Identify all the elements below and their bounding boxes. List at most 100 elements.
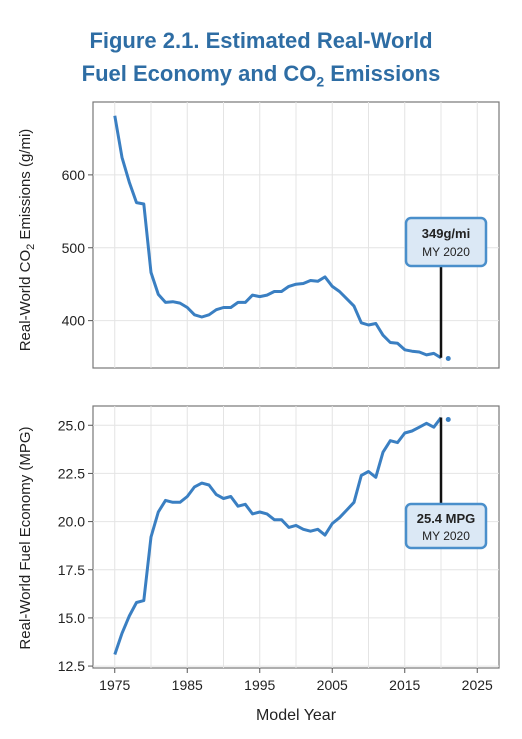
mpg-callout-value: 25.4 MPG: [417, 511, 476, 526]
data-point: [164, 301, 167, 304]
data-point: [113, 114, 116, 117]
y-tick-label: 25.0: [58, 417, 85, 433]
data-point: [208, 483, 211, 486]
data-point: [193, 485, 196, 488]
data-point: [179, 302, 182, 305]
mpg-callout-label: MY 2020: [422, 529, 470, 543]
data-point: [316, 528, 319, 531]
data-point: [200, 315, 203, 318]
data-point: [208, 313, 211, 316]
data-point: [295, 283, 298, 286]
data-point: [411, 430, 414, 433]
data-point: [403, 431, 406, 434]
title-line-2-tail: Emissions: [324, 61, 441, 86]
mpg-series-line: [113, 416, 443, 655]
data-point: [418, 350, 421, 353]
data-point: [237, 301, 240, 304]
data-point: [135, 201, 138, 204]
data-point: [418, 426, 421, 429]
x-tick-label: 1975: [99, 677, 130, 693]
data-point: [229, 306, 232, 309]
data-point: [150, 271, 153, 274]
y-tick-label: 17.5: [58, 562, 85, 578]
y-tick-label: 600: [62, 167, 86, 183]
data-point: [251, 512, 254, 515]
data-point: [425, 353, 428, 356]
data-point: [215, 493, 218, 496]
x-axis-label: Model Year: [256, 707, 337, 724]
data-point: [403, 348, 406, 351]
co2-callout: 349g/mi MY 2020: [404, 216, 488, 268]
data-point: [186, 495, 189, 498]
data-point: [280, 290, 283, 293]
data-point: [345, 509, 348, 512]
mpg-preliminary-point: [445, 416, 451, 422]
data-point: [135, 601, 138, 604]
data-point: [353, 305, 356, 308]
data-point: [258, 295, 261, 298]
y-tick-label: 500: [62, 240, 86, 256]
data-point: [360, 321, 363, 324]
data-point: [389, 439, 392, 442]
data-point: [396, 441, 399, 444]
data-point: [121, 156, 124, 159]
co2-y-axis-label: Real-World CO2 Emissions (g/mi): [17, 129, 37, 352]
co2-preliminary-point: [445, 356, 451, 362]
data-point: [142, 203, 145, 206]
data-point: [258, 510, 261, 513]
data-point: [142, 599, 145, 602]
y-tick-label: 22.5: [58, 465, 85, 481]
data-point: [222, 306, 225, 309]
data-point: [157, 510, 160, 513]
mpg-x-ticks: 1975 1985 1995 2005 2015 2025: [99, 668, 493, 693]
data-point: [374, 476, 377, 479]
data-point: [251, 294, 254, 297]
figure-title: Figure 2.1. Estimated Real-World Fuel Ec…: [0, 24, 522, 98]
data-point: [367, 324, 370, 327]
data-point: [382, 334, 385, 337]
data-point: [316, 280, 319, 283]
data-point: [302, 282, 305, 285]
data-point: [396, 342, 399, 345]
y-tick-label: 15.0: [58, 610, 85, 626]
y-tick-label: 12.5: [58, 658, 85, 674]
data-point: [215, 308, 218, 311]
co2-callout-box: [404, 216, 488, 268]
data-point: [374, 322, 377, 325]
data-point: [324, 275, 327, 278]
data-point: [353, 501, 356, 504]
title-line-1: Figure 2.1. Estimated Real-World: [89, 28, 433, 53]
data-point: [200, 482, 203, 485]
data-point: [324, 534, 327, 537]
data-point: [128, 614, 131, 617]
data-point: [367, 470, 370, 473]
data-point: [244, 503, 247, 506]
data-point: [266, 512, 269, 515]
title-subscript: 2: [316, 73, 325, 90]
co2-callout-value: 349g/mi: [422, 226, 470, 241]
co2-y-ticks: 400 500 600: [62, 167, 93, 329]
data-point: [338, 516, 341, 519]
data-point: [432, 426, 435, 429]
data-point: [295, 524, 298, 527]
data-point: [287, 285, 290, 288]
mpg-y-ticks: 12.5 15.0 17.5 20.0 22.5 25.0: [58, 417, 93, 674]
data-point: [150, 536, 153, 539]
data-point: [338, 290, 341, 293]
data-point: [302, 528, 305, 531]
mpg-callout: 25.4 MPG MY 2020: [404, 502, 488, 550]
data-point: [164, 499, 167, 502]
data-point: [382, 451, 385, 454]
co2-series-line: [113, 115, 442, 360]
co2-callout-label: MY 2020: [422, 245, 470, 259]
data-point: [222, 497, 225, 500]
data-point: [237, 505, 240, 508]
data-point: [244, 301, 247, 304]
data-point: [273, 518, 276, 521]
title-line-2-text: Fuel Economy and CO: [81, 61, 317, 86]
data-point: [309, 530, 312, 533]
mpg-chart: 12.5 15.0 17.5 20.0 22.5 25.0 1975 1985 1995 200…: [17, 405, 500, 724]
data-point: [425, 422, 428, 425]
title-line-2: Fuel Economy and CO2 Emissions: [0, 57, 522, 98]
